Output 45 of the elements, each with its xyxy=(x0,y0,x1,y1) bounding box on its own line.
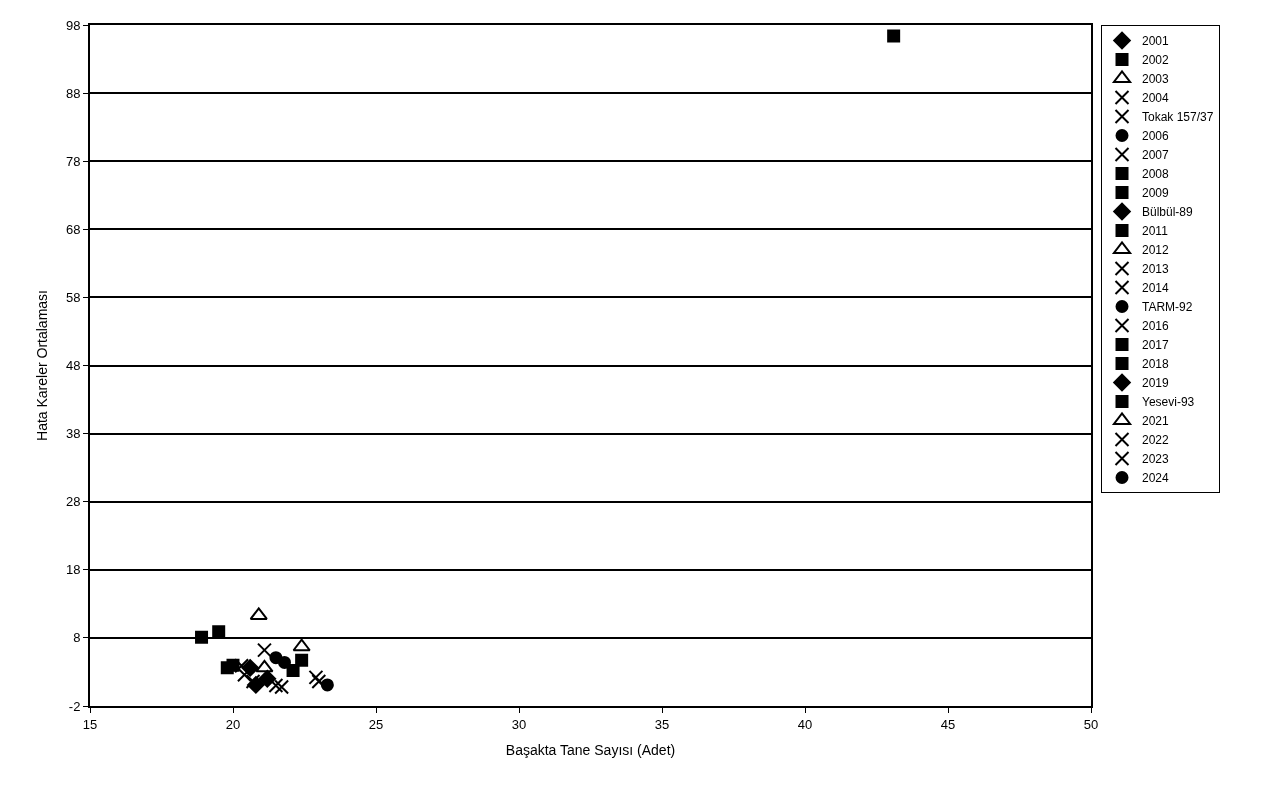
x-axis-title: Başakta Tane Sayısı (Adet) xyxy=(505,742,676,759)
x-tick-label: 25 xyxy=(368,716,384,732)
y-tick-label: 28 xyxy=(65,494,81,510)
legend-label: 2021 xyxy=(1142,414,1170,429)
x-tick-label: 45 xyxy=(940,716,956,732)
legend-label: Yesevi-93 xyxy=(1142,395,1195,410)
y-tick-label: 58 xyxy=(65,289,81,305)
legend-label: 2014 xyxy=(1142,281,1170,296)
legend-label: 2011 xyxy=(1142,224,1169,239)
legend-label: 2019 xyxy=(1142,376,1170,391)
legend-label: 2004 xyxy=(1142,91,1170,106)
legend-label: 2018 xyxy=(1142,357,1170,372)
legend-label: 2006 xyxy=(1142,129,1170,144)
y-tick-label: -2 xyxy=(68,698,81,714)
y-tick-label: 38 xyxy=(65,426,81,442)
legend-label: TARM-92 xyxy=(1142,300,1193,315)
y-tick-label: 88 xyxy=(65,85,81,101)
legend-label: 2013 xyxy=(1142,262,1170,277)
legend-label: 2024 xyxy=(1142,471,1170,486)
legend-label: Bülbül-89 xyxy=(1142,205,1194,220)
x-tick-label: 40 xyxy=(797,716,813,732)
legend-label: 2002 xyxy=(1142,53,1170,68)
legend-label: 2009 xyxy=(1142,186,1170,201)
legend-label: 2007 xyxy=(1142,148,1170,163)
legend-label: 2022 xyxy=(1142,433,1170,448)
y-tick-label: 18 xyxy=(65,562,81,578)
legend-label: 2017 xyxy=(1142,338,1170,353)
y-tick-label: 78 xyxy=(65,153,81,169)
legend-label: Tokak 157/37 xyxy=(1142,110,1214,125)
x-tick-label: 20 xyxy=(225,716,241,732)
legend-label: 2003 xyxy=(1142,72,1170,87)
x-tick-label: 15 xyxy=(82,716,98,732)
legend-label: 2008 xyxy=(1142,167,1170,182)
x-tick-label: 50 xyxy=(1083,716,1099,732)
y-tick-label: 48 xyxy=(65,358,81,374)
y-tick-label: 98 xyxy=(65,17,81,33)
legend-label: 2001 xyxy=(1142,34,1170,49)
x-tick-label: 30 xyxy=(511,716,527,732)
y-axis-title: Hata Kareler Ortalaması xyxy=(34,290,51,441)
y-tick-label: 68 xyxy=(65,221,81,237)
legend-label: 2016 xyxy=(1142,319,1170,334)
y-tick-label: 8 xyxy=(73,630,81,646)
x-tick-label: 35 xyxy=(654,716,670,732)
legend-label: 2012 xyxy=(1142,243,1170,258)
legend-label: 2023 xyxy=(1142,452,1170,467)
